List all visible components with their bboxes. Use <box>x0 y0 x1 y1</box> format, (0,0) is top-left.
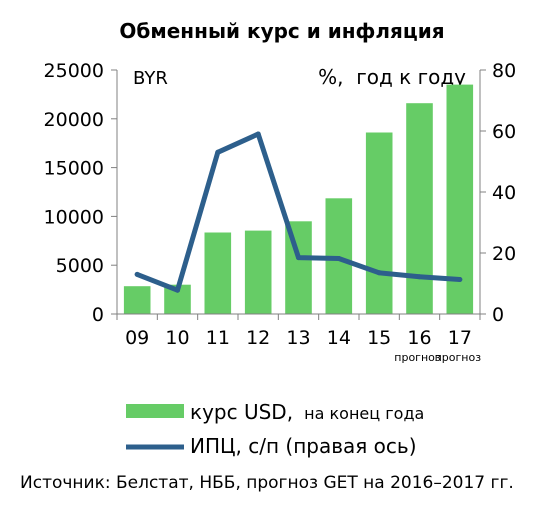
bar-16 <box>406 103 433 314</box>
left-tick-label: 25000 <box>44 60 104 82</box>
cpi-point-15 <box>376 270 382 276</box>
legend-swatch-bar <box>126 404 184 418</box>
left-tick-label: 5000 <box>56 255 104 277</box>
left-tick-label: 20000 <box>44 109 104 131</box>
right-tick-label: 40 <box>492 182 516 204</box>
x-tick-label: 15 <box>367 327 391 349</box>
bar-15 <box>365 132 393 314</box>
cpi-point-12 <box>255 131 261 137</box>
left-tick-label: 0 <box>92 304 104 326</box>
x-tick-label: 09 <box>125 327 149 349</box>
bar-12 <box>244 230 272 314</box>
x-tick-label: 10 <box>165 327 189 349</box>
bar-17 <box>446 84 474 314</box>
bar-series <box>123 84 474 314</box>
right-tick-label: 60 <box>492 121 516 143</box>
legend-bar-label: курс USD, на конец года <box>190 400 424 424</box>
x-tick-note: прогноз <box>435 351 482 364</box>
bar-09 <box>123 286 151 314</box>
legend-bar-suffix: на конец года <box>304 404 424 423</box>
legend-bar-name: курс USD, <box>190 400 293 424</box>
cpi-point-17 <box>457 277 463 282</box>
line-series <box>134 131 463 293</box>
x-tick-label: 11 <box>206 327 230 349</box>
left-tick-label: 15000 <box>44 158 104 180</box>
cpi-point-10 <box>175 287 180 293</box>
bar-11 <box>204 232 232 314</box>
legend: курс USD, на конец года ИПЦ, с/п (правая… <box>126 400 424 458</box>
right-tick-label: 20 <box>492 243 516 265</box>
x-tick-note: прогноз <box>394 351 441 364</box>
left-tick-label: 10000 <box>44 206 104 228</box>
cpi-point-16 <box>417 274 422 280</box>
exchange-rate-inflation-chart: Обменный курс и инфляция BYR %, год к го… <box>44 19 517 458</box>
x-tick-label: 13 <box>286 327 310 349</box>
cpi-point-13 <box>296 255 301 261</box>
x-tick-label: 12 <box>246 327 270 349</box>
cpi-point-14 <box>336 256 342 261</box>
cpi-point-11 <box>215 149 221 155</box>
x-tick-label: 16 <box>407 327 431 349</box>
source-note: Источник: Белстат, НББ, прогноз GET на 2… <box>20 473 514 493</box>
chart-title: Обменный курс и инфляция <box>119 19 444 43</box>
cpi-point-09 <box>134 271 140 277</box>
right-tick-label: 80 <box>492 60 516 82</box>
right-axis-unit: %, год к году <box>318 65 466 89</box>
legend-line-label: ИПЦ, с/п (правая ось) <box>190 434 417 458</box>
axes: 0 5000 10000 15000 20000 25000 0 20 40 60 80 09 10 11… <box>44 60 517 364</box>
left-axis-unit: BYR <box>133 68 168 89</box>
right-tick-label: 0 <box>492 304 504 326</box>
x-tick-label: 17 <box>448 327 472 349</box>
x-tick-label: 14 <box>327 327 351 349</box>
